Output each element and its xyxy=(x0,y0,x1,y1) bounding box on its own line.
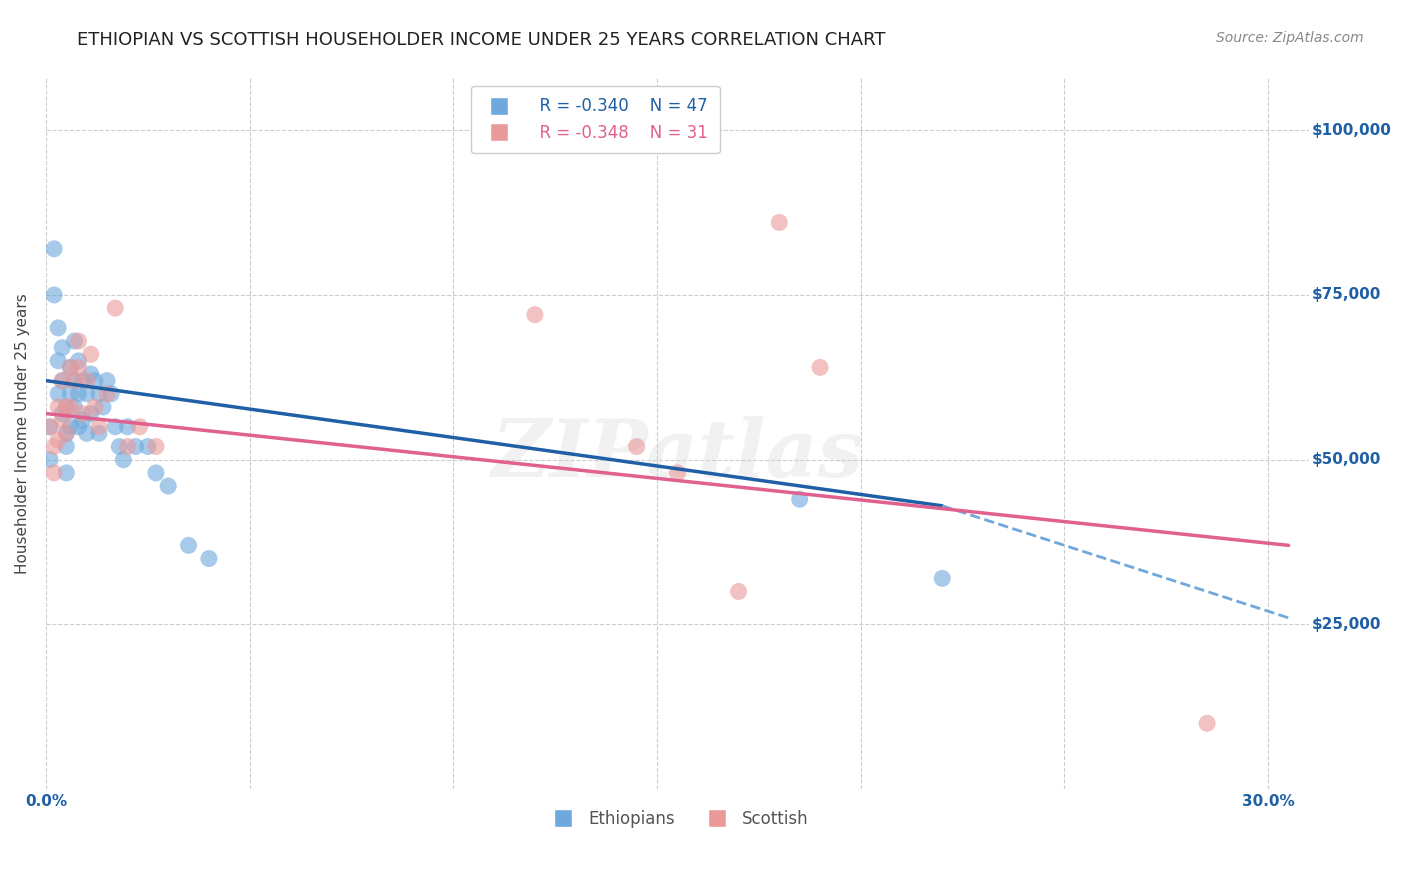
Point xyxy=(104,419,127,434)
Point xyxy=(108,440,131,454)
Point xyxy=(198,551,221,566)
Point xyxy=(59,360,82,375)
Point xyxy=(63,334,86,348)
Point xyxy=(46,386,69,401)
Text: ZIPatlas: ZIPatlas xyxy=(491,416,863,493)
Point xyxy=(46,354,69,368)
Point xyxy=(51,407,73,421)
Point xyxy=(117,419,139,434)
Point xyxy=(51,374,73,388)
Point xyxy=(63,374,86,388)
Point xyxy=(55,400,77,414)
Point xyxy=(59,400,82,414)
Point xyxy=(83,400,105,414)
Point xyxy=(80,367,103,381)
Point xyxy=(157,479,180,493)
Point xyxy=(51,374,73,388)
Point xyxy=(46,400,69,414)
Point xyxy=(63,374,86,388)
Point xyxy=(39,419,62,434)
Point xyxy=(91,400,114,414)
Point xyxy=(63,400,86,414)
Point xyxy=(39,419,62,434)
Point xyxy=(67,354,90,368)
Point xyxy=(768,215,790,229)
Point xyxy=(55,466,77,480)
Point xyxy=(55,440,77,454)
Point xyxy=(87,419,110,434)
Point xyxy=(80,407,103,421)
Point xyxy=(76,374,98,388)
Y-axis label: Householder Income Under 25 years: Householder Income Under 25 years xyxy=(15,293,30,574)
Point xyxy=(46,433,69,447)
Point xyxy=(100,386,122,401)
Text: ETHIOPIAN VS SCOTTISH HOUSEHOLDER INCOME UNDER 25 YEARS CORRELATION CHART: ETHIOPIAN VS SCOTTISH HOUSEHOLDER INCOME… xyxy=(77,31,886,49)
Point xyxy=(72,413,94,427)
Point xyxy=(112,452,135,467)
Point xyxy=(55,400,77,414)
Point xyxy=(59,386,82,401)
Point xyxy=(51,341,73,355)
Point xyxy=(80,347,103,361)
Text: $100,000: $100,000 xyxy=(1312,123,1392,137)
Legend: Ethiopians, Scottish: Ethiopians, Scottish xyxy=(540,803,815,834)
Point xyxy=(42,440,65,454)
Point xyxy=(76,426,98,441)
Point xyxy=(42,288,65,302)
Point xyxy=(59,360,82,375)
Point xyxy=(83,374,105,388)
Point xyxy=(67,419,90,434)
Point xyxy=(87,426,110,441)
Point xyxy=(931,571,953,585)
Point xyxy=(51,413,73,427)
Point xyxy=(96,386,118,401)
Point xyxy=(96,374,118,388)
Point xyxy=(67,386,90,401)
Point xyxy=(124,440,146,454)
Point xyxy=(59,419,82,434)
Point xyxy=(1197,716,1219,731)
Text: $25,000: $25,000 xyxy=(1312,617,1381,632)
Point xyxy=(55,426,77,441)
Point xyxy=(128,419,150,434)
Point xyxy=(789,492,811,507)
Point xyxy=(727,584,749,599)
Point xyxy=(87,386,110,401)
Point xyxy=(523,308,546,322)
Point xyxy=(104,301,127,315)
Point xyxy=(136,440,159,454)
Point xyxy=(626,440,648,454)
Point xyxy=(42,242,65,256)
Text: Source: ZipAtlas.com: Source: ZipAtlas.com xyxy=(1216,31,1364,45)
Point xyxy=(72,374,94,388)
Point xyxy=(67,334,90,348)
Point xyxy=(666,466,689,480)
Point xyxy=(117,440,139,454)
Text: $50,000: $50,000 xyxy=(1312,452,1381,467)
Point xyxy=(67,360,90,375)
Point xyxy=(55,426,77,441)
Point xyxy=(72,407,94,421)
Point xyxy=(808,360,831,375)
Point xyxy=(177,538,200,552)
Point xyxy=(145,440,167,454)
Point xyxy=(46,321,69,335)
Point xyxy=(39,452,62,467)
Point xyxy=(76,386,98,401)
Point xyxy=(42,466,65,480)
Text: $75,000: $75,000 xyxy=(1312,287,1381,302)
Point xyxy=(145,466,167,480)
